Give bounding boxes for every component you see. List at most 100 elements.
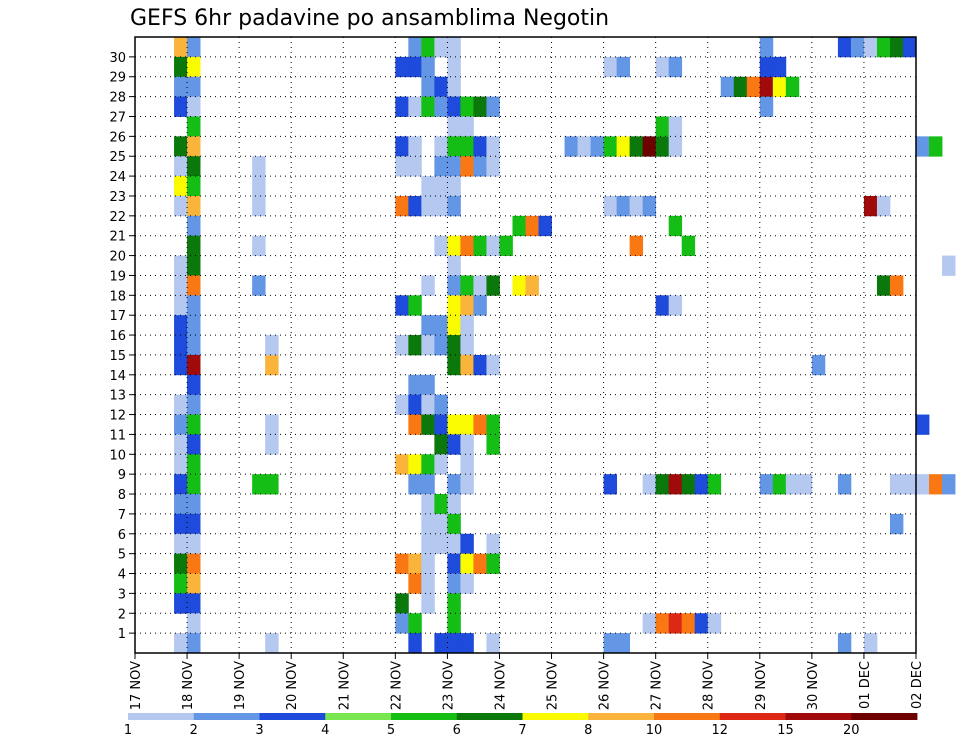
heatmap-cell bbox=[889, 474, 904, 495]
heatmap-cell bbox=[863, 195, 878, 217]
heatmap-cell bbox=[395, 454, 409, 475]
heatmap-cell bbox=[486, 533, 500, 555]
heatmap-cell bbox=[681, 235, 696, 256]
heatmap-cell bbox=[174, 454, 188, 475]
heatmap-cell bbox=[916, 414, 930, 435]
y-tick-label: 23 bbox=[109, 190, 126, 205]
heatmap-cell bbox=[434, 494, 448, 515]
x-axis-tick-labels: 17 NOV 18 NOV 19 NOV 20 NOV 21 NOV 22 NOV 23 N… bbox=[129, 653, 925, 710]
heatmap-cell bbox=[889, 513, 904, 535]
heatmap-cell bbox=[772, 76, 787, 98]
heatmap-cell bbox=[486, 414, 500, 435]
heatmap-cell bbox=[642, 613, 657, 634]
heatmap-cell bbox=[512, 275, 526, 296]
heatmap-cell bbox=[187, 454, 201, 475]
heatmap-cell bbox=[187, 56, 201, 78]
heatmap-cell bbox=[434, 195, 448, 217]
heatmap-cell bbox=[447, 633, 461, 654]
heatmap-cell bbox=[187, 315, 201, 336]
heatmap-cell bbox=[408, 573, 422, 594]
heatmap-cell bbox=[187, 275, 201, 296]
y-tick-label: 21 bbox=[109, 230, 126, 245]
heatmap-cell bbox=[486, 96, 500, 117]
heatmap-cell bbox=[460, 553, 474, 574]
heatmap-cell bbox=[421, 593, 435, 614]
heatmap-cell bbox=[759, 76, 774, 98]
heatmap-cell bbox=[486, 136, 500, 157]
heatmap-cell bbox=[265, 335, 279, 356]
heatmap-cell bbox=[174, 533, 188, 555]
heatmap-cell bbox=[408, 454, 422, 475]
y-tick-label: 29 bbox=[109, 71, 126, 86]
heatmap-cell bbox=[421, 37, 435, 58]
heatmap-cell bbox=[187, 513, 201, 535]
heatmap-cell bbox=[408, 335, 422, 356]
heatmap-cell bbox=[434, 513, 448, 535]
y-tick-label: 28 bbox=[109, 91, 126, 106]
colorbar-swatch bbox=[193, 713, 260, 720]
x-tick-label: 18 NOV bbox=[181, 661, 196, 710]
heatmap-cell bbox=[668, 116, 683, 137]
heatmap-cell bbox=[473, 136, 487, 157]
heatmap-cell bbox=[759, 474, 774, 495]
heatmap-cell bbox=[447, 335, 461, 356]
plot-frame bbox=[134, 36, 917, 654]
heatmap-cell bbox=[785, 76, 800, 98]
colorbar-label: 7 bbox=[518, 723, 526, 738]
heatmap-cell bbox=[460, 474, 474, 495]
y-tick-label: 9 bbox=[118, 468, 126, 483]
heatmap-cell bbox=[434, 176, 448, 197]
heatmap-cell bbox=[460, 354, 474, 376]
y-tick-label: 14 bbox=[109, 369, 126, 384]
heatmap-cell bbox=[486, 553, 500, 574]
x-tick-label: 21 NOV bbox=[337, 661, 352, 710]
y-tick-label: 4 bbox=[118, 568, 126, 583]
colorbar-swatch bbox=[259, 713, 326, 720]
heatmap-cell bbox=[187, 573, 201, 594]
colorbar-swatch bbox=[719, 713, 786, 720]
heatmap-cell bbox=[460, 136, 474, 157]
heatmap-cell bbox=[590, 136, 604, 157]
heatmap-cell bbox=[187, 76, 201, 98]
y-tick-label: 11 bbox=[109, 428, 126, 443]
heatmap-cell bbox=[187, 195, 201, 217]
heatmap-cell bbox=[876, 275, 891, 296]
heatmap-cell bbox=[408, 613, 422, 634]
heatmap-cell bbox=[187, 494, 201, 515]
heatmap-cell bbox=[473, 414, 487, 435]
heatmap-cell bbox=[681, 613, 696, 634]
x-tick-label: 26 NOV bbox=[598, 661, 613, 710]
colorbar-label: 3 bbox=[255, 723, 263, 738]
heatmap-cell bbox=[916, 136, 930, 157]
colorbar-swatch bbox=[128, 713, 195, 720]
heatmap-cell bbox=[421, 374, 435, 396]
heatmap-cell bbox=[447, 96, 461, 117]
y-tick-label: 19 bbox=[109, 269, 126, 284]
heatmap-cell bbox=[434, 235, 448, 256]
y-tick-label: 2 bbox=[118, 607, 126, 622]
heatmap-cell bbox=[486, 354, 500, 376]
colorbar-swatch bbox=[785, 713, 852, 720]
y-tick-label: 16 bbox=[109, 329, 126, 344]
heatmap-cell bbox=[603, 195, 618, 217]
y-axis-tick-labels: 1234567891011121314151617181920212223242… bbox=[109, 51, 135, 642]
heatmap-cell bbox=[434, 335, 448, 356]
heatmap-cell bbox=[577, 136, 591, 157]
heatmap-cell bbox=[434, 136, 448, 157]
heatmap-cell bbox=[460, 633, 474, 654]
heatmap-cell bbox=[473, 553, 487, 574]
heatmap-cell bbox=[668, 295, 683, 316]
heatmap-cell bbox=[187, 474, 201, 495]
heatmap-cell bbox=[187, 335, 201, 356]
colorbar-label: 20 bbox=[843, 723, 860, 738]
heatmap-cell bbox=[408, 156, 422, 177]
heatmap-cell bbox=[447, 136, 461, 157]
heatmap-cell bbox=[603, 633, 618, 654]
heatmap-cell bbox=[187, 633, 201, 654]
heatmap-cell bbox=[876, 37, 891, 58]
heatmap-cell bbox=[837, 633, 852, 654]
heatmap-cell bbox=[863, 633, 878, 654]
heatmap-cell bbox=[421, 315, 435, 336]
heatmap-cell bbox=[174, 295, 188, 316]
heatmap-cell bbox=[395, 195, 409, 217]
